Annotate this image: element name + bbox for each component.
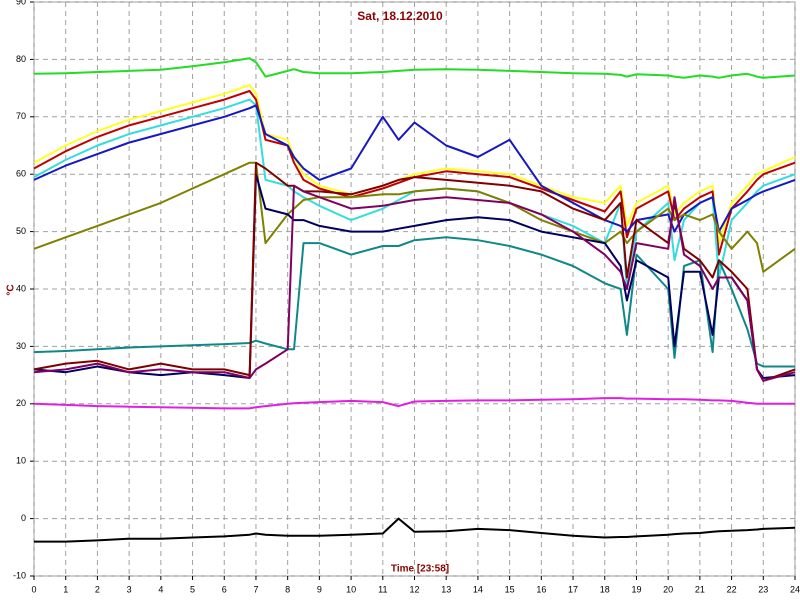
y-tick-label: 0 xyxy=(21,513,26,523)
x-tick-label: 1 xyxy=(63,584,68,594)
y-tick-label: 50 xyxy=(16,226,26,236)
data-line xyxy=(33,57,796,79)
x-tick-label: 5 xyxy=(190,584,195,594)
data-line xyxy=(33,184,796,382)
x-tick-label: 15 xyxy=(505,584,515,594)
lines xyxy=(33,57,796,543)
x-tick-label: 12 xyxy=(409,584,419,594)
data-line xyxy=(34,517,796,543)
x-tick-label: 10 xyxy=(346,584,356,594)
y-tick-label: 80 xyxy=(16,54,26,64)
x-tick-label: 11 xyxy=(378,584,387,594)
x-tick-label: 0 xyxy=(31,584,36,594)
x-tick-label: 9 xyxy=(317,584,322,594)
x-tick-label: 17 xyxy=(568,584,578,594)
y-tick-label: 90 xyxy=(16,0,26,6)
data-line xyxy=(33,173,796,379)
x-tick-label: 3 xyxy=(127,584,132,594)
y-tick-label: 30 xyxy=(16,341,26,351)
x-tick-label: 24 xyxy=(790,584,800,594)
y-tick-label: 60 xyxy=(16,169,26,179)
y-axis-label: °C xyxy=(6,284,17,295)
data-line xyxy=(33,84,796,245)
x-tick-label: 19 xyxy=(631,584,641,594)
data-line xyxy=(33,104,796,233)
x-tick-label: 20 xyxy=(663,584,673,594)
data-line xyxy=(33,236,795,368)
data-line xyxy=(33,90,796,256)
x-tick-label: 7 xyxy=(253,584,258,594)
x-tick-label: 18 xyxy=(600,584,610,594)
data-line xyxy=(33,161,796,273)
data-line xyxy=(33,397,795,410)
x-tick-label: 21 xyxy=(695,584,705,594)
x-tick-label: 6 xyxy=(222,584,227,594)
data-line xyxy=(33,161,796,382)
y-tick-label: 70 xyxy=(16,111,26,121)
x-tick-label: 23 xyxy=(758,584,768,594)
chart-title: Sat, 18.12.2010 xyxy=(357,9,443,23)
x-tick-label: 16 xyxy=(536,584,546,594)
x-tick-label: 13 xyxy=(441,584,451,594)
x-tick-label: 8 xyxy=(285,584,290,594)
y-tick-label: 20 xyxy=(16,398,26,408)
y-tick-label: 40 xyxy=(16,283,26,293)
x-tick-label: 2 xyxy=(95,584,100,594)
x-tick-label: 4 xyxy=(158,584,163,594)
y-tick-label: 10 xyxy=(16,456,26,466)
x-axis-label: Time [23:58] xyxy=(391,564,449,575)
x-tick-label: 14 xyxy=(473,584,483,594)
y-tick-label: -10 xyxy=(13,570,26,580)
x-tick-label: 22 xyxy=(727,584,737,594)
